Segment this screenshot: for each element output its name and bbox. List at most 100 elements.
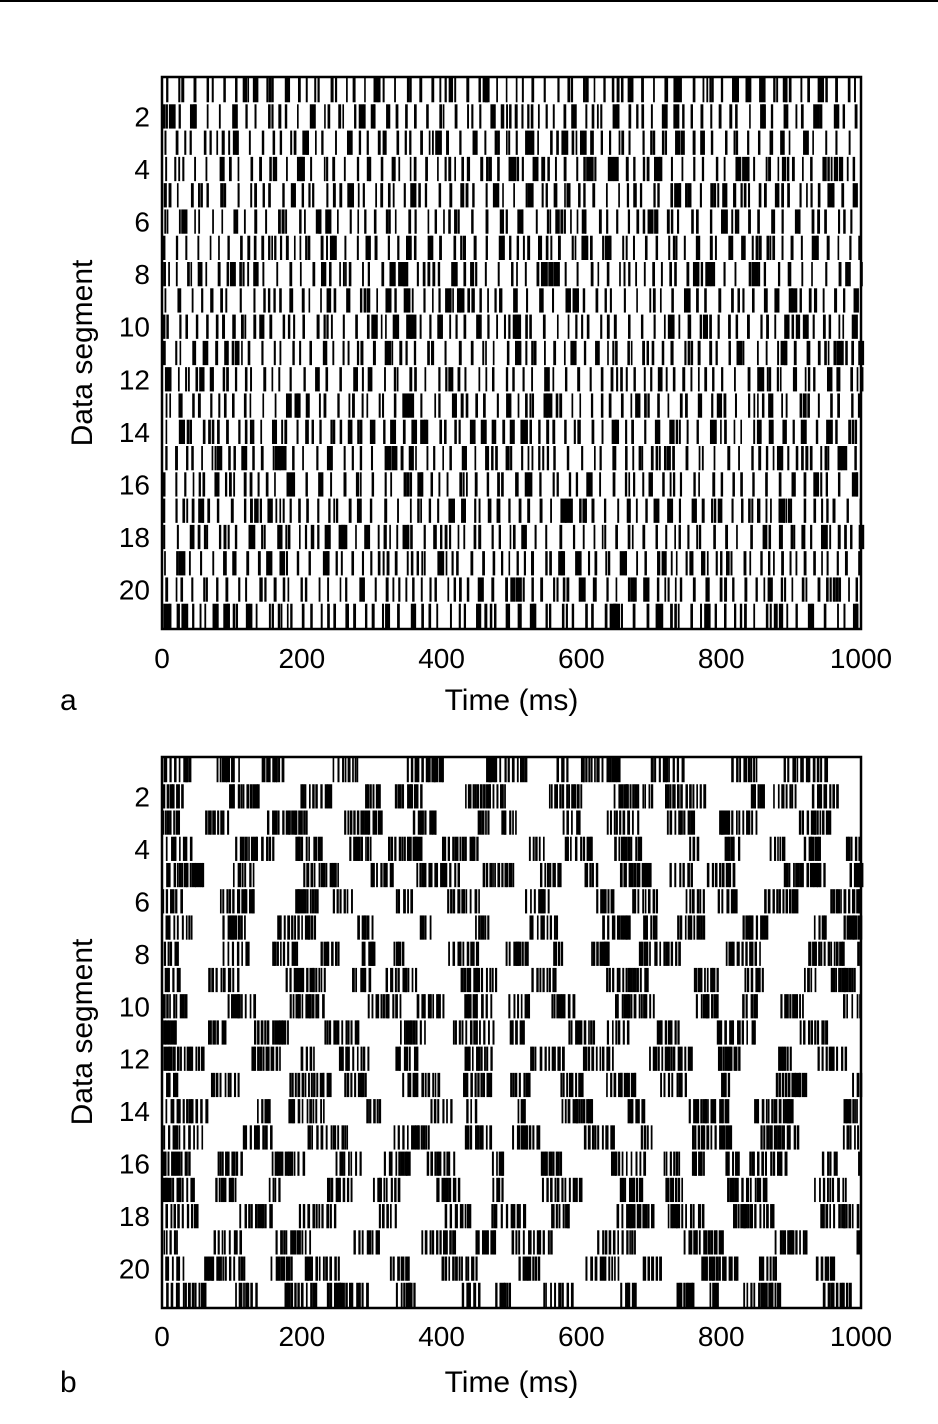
spike-mark bbox=[334, 1256, 337, 1281]
spike-mark bbox=[732, 862, 736, 888]
spike-mark bbox=[777, 836, 779, 861]
spike-mark bbox=[805, 577, 808, 602]
spike-mark bbox=[485, 810, 487, 835]
spike-mark bbox=[465, 1072, 469, 1098]
spike-mark bbox=[568, 784, 571, 809]
spike-mark bbox=[667, 577, 670, 602]
spike-mark bbox=[476, 603, 482, 628]
spike-mark bbox=[829, 784, 832, 809]
spike-mark bbox=[829, 524, 832, 550]
spike-mark bbox=[513, 288, 518, 313]
spike-mark bbox=[165, 915, 171, 940]
spike-mark bbox=[840, 889, 842, 914]
spike-mark bbox=[355, 314, 358, 339]
spike-mark bbox=[366, 288, 371, 313]
spike-mark bbox=[166, 994, 169, 1019]
spike-mark bbox=[444, 340, 447, 366]
spike-mark bbox=[205, 577, 208, 602]
spike-mark bbox=[432, 262, 436, 287]
spike-mark bbox=[329, 1256, 332, 1281]
spike-mark bbox=[674, 1177, 678, 1203]
spike-mark bbox=[428, 498, 432, 523]
spike-mark bbox=[236, 130, 239, 155]
spike-mark bbox=[669, 1151, 672, 1176]
spike-mark bbox=[412, 1020, 416, 1045]
spike-mark bbox=[801, 577, 805, 602]
spike-mark bbox=[536, 1230, 541, 1255]
spike-mark bbox=[732, 889, 738, 914]
spike-mark bbox=[561, 994, 564, 1019]
spike-mark bbox=[813, 810, 817, 835]
spike-mark bbox=[683, 1230, 686, 1255]
spike-mark bbox=[545, 603, 548, 628]
spike-mark bbox=[226, 419, 229, 444]
spike-mark bbox=[479, 104, 482, 129]
spike-mark bbox=[162, 498, 166, 523]
spike-mark bbox=[627, 967, 631, 993]
spike-mark bbox=[481, 810, 485, 835]
spike-mark bbox=[176, 967, 181, 993]
spike-mark bbox=[433, 446, 436, 471]
spike-mark bbox=[631, 810, 634, 835]
spike-mark bbox=[855, 577, 859, 602]
spike-mark bbox=[508, 1282, 512, 1307]
spike-mark bbox=[674, 262, 677, 287]
spike-mark bbox=[500, 551, 504, 576]
spike-mark bbox=[515, 472, 519, 497]
spike-mark bbox=[228, 1177, 233, 1203]
spike-mark bbox=[727, 1151, 730, 1176]
spike-mark bbox=[680, 810, 683, 835]
spike-mark bbox=[316, 1125, 319, 1150]
spike-mark bbox=[414, 1072, 418, 1098]
spike-mark bbox=[327, 104, 331, 129]
spike-mark bbox=[203, 524, 207, 550]
spike-mark bbox=[176, 1046, 180, 1071]
spike-mark bbox=[725, 1151, 729, 1176]
spike-mark bbox=[227, 1072, 230, 1098]
spike-mark bbox=[361, 1282, 364, 1307]
spike-mark bbox=[387, 235, 390, 260]
spike-mark bbox=[396, 367, 399, 392]
spike-mark bbox=[719, 862, 722, 888]
spike-mark bbox=[516, 1125, 521, 1150]
spike-mark bbox=[836, 784, 839, 809]
spike-mark bbox=[543, 78, 546, 103]
spike-mark bbox=[651, 340, 655, 366]
spike-mark bbox=[282, 314, 286, 339]
spike-mark bbox=[579, 1020, 583, 1045]
spike-mark bbox=[289, 967, 292, 993]
spike-mark bbox=[794, 758, 797, 783]
spike-mark bbox=[729, 1020, 734, 1045]
spike-mark bbox=[354, 1072, 357, 1098]
spike-mark bbox=[802, 994, 804, 1019]
spike-mark bbox=[735, 1151, 740, 1176]
spike-mark bbox=[734, 367, 736, 392]
spike-mark bbox=[700, 994, 703, 1019]
spike-mark bbox=[469, 1125, 473, 1150]
spike-mark bbox=[324, 1020, 327, 1045]
spike-mark bbox=[472, 836, 476, 861]
spike-mark bbox=[485, 235, 488, 260]
spike-mark bbox=[227, 967, 232, 993]
spike-mark bbox=[416, 262, 419, 287]
spike-mark bbox=[594, 551, 598, 576]
spike-mark bbox=[222, 314, 226, 339]
spike-mark bbox=[178, 1125, 181, 1150]
spike-mark bbox=[648, 472, 653, 497]
spike-mark bbox=[235, 1151, 239, 1176]
spike-mark bbox=[189, 862, 192, 888]
spike-mark bbox=[621, 1204, 624, 1229]
spike-mark bbox=[850, 367, 854, 392]
spike-mark bbox=[679, 472, 683, 497]
spike-mark bbox=[436, 1151, 439, 1176]
spike-mark bbox=[180, 577, 184, 602]
spike-mark bbox=[777, 1151, 783, 1176]
spike-mark bbox=[839, 941, 844, 966]
spike-mark bbox=[638, 994, 641, 1019]
spike-mark bbox=[295, 889, 300, 914]
spike-mark bbox=[409, 314, 417, 339]
spike-mark bbox=[768, 393, 774, 418]
spike-mark bbox=[323, 967, 326, 993]
spike-mark bbox=[163, 314, 166, 339]
